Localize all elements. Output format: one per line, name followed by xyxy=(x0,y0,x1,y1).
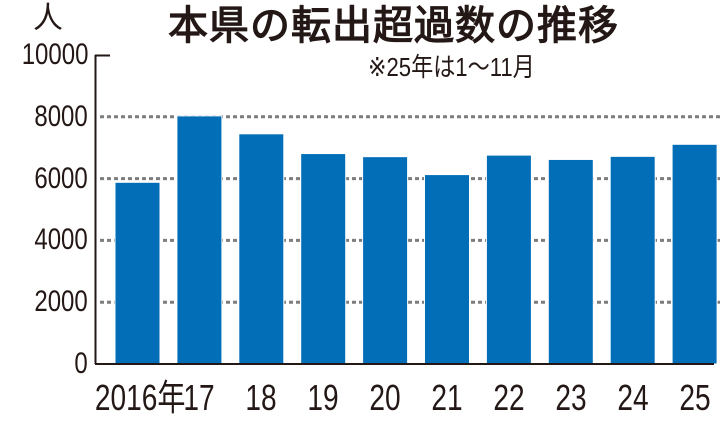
x-tick-label: 19 xyxy=(307,377,339,418)
x-tick-label: 25 xyxy=(678,377,711,418)
x-tick-label: 23 xyxy=(555,377,587,418)
axes xyxy=(94,54,714,365)
bar-17 xyxy=(176,115,223,365)
y-tick-8000: 8000 xyxy=(34,100,88,133)
gridlines xyxy=(100,115,720,304)
bar-25 xyxy=(671,143,718,365)
x-tick-label: 24 xyxy=(617,377,649,418)
bar-18 xyxy=(238,133,285,365)
y-tick-4000: 4000 xyxy=(34,223,88,256)
x-tick-label: 2016年 xyxy=(94,377,185,418)
bar-23 xyxy=(547,158,594,365)
y-tick-6000: 6000 xyxy=(34,162,88,195)
y-tick-0: 0 xyxy=(74,347,88,380)
x-tick-label: 20 xyxy=(369,377,401,418)
bars xyxy=(114,115,718,365)
x-tick-label: 17 xyxy=(183,377,216,418)
bar-21 xyxy=(424,174,470,365)
bar-22 xyxy=(485,154,532,365)
x-tick-label: 18 xyxy=(245,377,277,418)
bar-24 xyxy=(609,155,656,365)
chart-title: 本県の転出超過数の推移 xyxy=(168,4,619,48)
y-tick-2000: 2000 xyxy=(34,285,88,318)
y-axis-unit: 人 xyxy=(33,2,63,35)
bar-19 xyxy=(300,153,347,365)
x-tick-label: 22 xyxy=(493,377,525,418)
bar-20 xyxy=(362,156,409,365)
bar-2016年 xyxy=(114,181,161,365)
chart-note: ※25年は1～11月 xyxy=(368,52,535,82)
x-tick-label: 21 xyxy=(431,377,463,418)
y-tick-10000: 10000 xyxy=(21,38,88,71)
